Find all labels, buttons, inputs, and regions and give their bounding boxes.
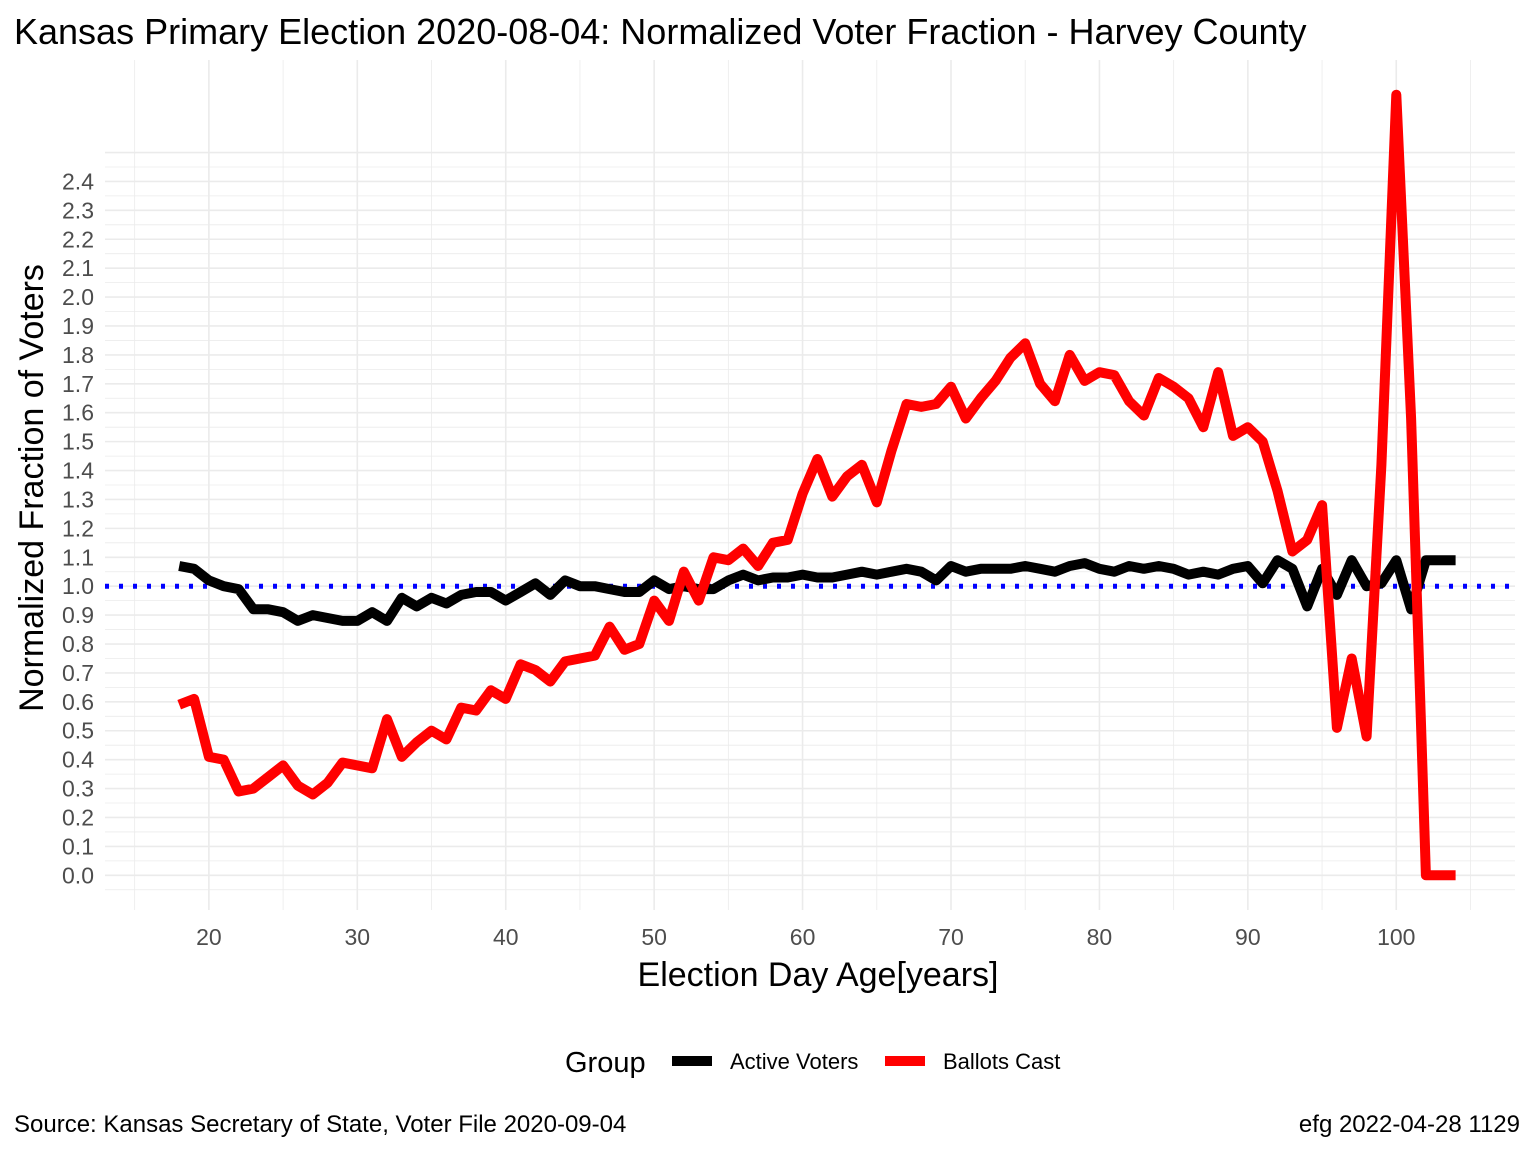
legend-label-active-voters: Active Voters xyxy=(730,1049,858,1074)
x-tick-label: 70 xyxy=(938,924,964,950)
y-tick-label: 1.4 xyxy=(62,458,94,484)
y-tick-label: 0.4 xyxy=(62,747,94,773)
y-tick-label: 1.1 xyxy=(62,544,94,570)
y-tick-label: 2.3 xyxy=(62,197,94,223)
y-tick-label: 0.9 xyxy=(62,602,94,628)
y-tick-label: 1.0 xyxy=(62,573,94,599)
x-tick-label: 60 xyxy=(790,924,816,950)
legend: Group Active Voters Ballots Cast xyxy=(565,1047,1060,1079)
source-caption: Source: Kansas Secretary of State, Voter… xyxy=(14,1111,626,1138)
y-tick-label: 1.7 xyxy=(62,371,94,397)
y-tick-label: 1.6 xyxy=(62,400,94,426)
y-tick-label: 0.1 xyxy=(62,833,94,859)
y-tick-label: 0.3 xyxy=(62,776,94,802)
x-tick-label: 20 xyxy=(196,924,222,950)
legend-label-ballots-cast: Ballots Cast xyxy=(943,1049,1060,1074)
y-tick-label: 0.8 xyxy=(62,631,94,657)
series-line-ballots-cast xyxy=(177,89,1456,881)
y-axis-title: Normalized Fraction of Voters xyxy=(13,264,51,712)
chart-title: Kansas Primary Election 2020-08-04: Norm… xyxy=(14,11,1307,52)
y-tick-label: 0.2 xyxy=(62,804,94,830)
y-tick-label: 2.4 xyxy=(62,168,94,194)
series-line-active-voters xyxy=(178,555,1456,626)
credit-caption: efg 2022-04-28 1129 xyxy=(1299,1111,1520,1138)
y-tick-labels: 0.0 0.1 0.20.3 0.4 0.5 0.6 0.7 0.8 0.9 1.0 1.1 1.2 1… xyxy=(62,168,94,888)
y-tick-label: 0.6 xyxy=(62,689,94,715)
y-tick-label: 1.9 xyxy=(62,313,94,339)
x-axis-title: Election Day Age[years] xyxy=(638,956,999,994)
y-tick-label: 0.7 xyxy=(62,660,94,686)
legend-title: Group xyxy=(565,1047,646,1079)
y-tick-label: 0.0 xyxy=(62,862,94,888)
y-tick-label: 1.3 xyxy=(62,486,94,512)
x-tick-label: 30 xyxy=(345,924,371,950)
y-tick-label: 2.1 xyxy=(62,255,94,281)
x-tick-label: 100 xyxy=(1377,924,1415,950)
x-tick-label: 50 xyxy=(641,924,667,950)
y-tick-label: 0.5 xyxy=(62,718,94,744)
y-tick-label: 1.8 xyxy=(62,342,94,368)
series-layer xyxy=(177,89,1456,881)
y-tick-label: 1.5 xyxy=(62,429,94,455)
y-tick-label: 1.2 xyxy=(62,515,94,541)
x-tick-label: 40 xyxy=(493,924,519,950)
y-tick-label: 2.0 xyxy=(62,284,94,310)
y-tick-label: 2.2 xyxy=(62,226,94,252)
x-tick-label: 80 xyxy=(1087,924,1113,950)
x-tick-labels: 20 30 40 50 60 70 80 90 100 xyxy=(196,924,1415,950)
x-tick-label: 90 xyxy=(1235,924,1261,950)
